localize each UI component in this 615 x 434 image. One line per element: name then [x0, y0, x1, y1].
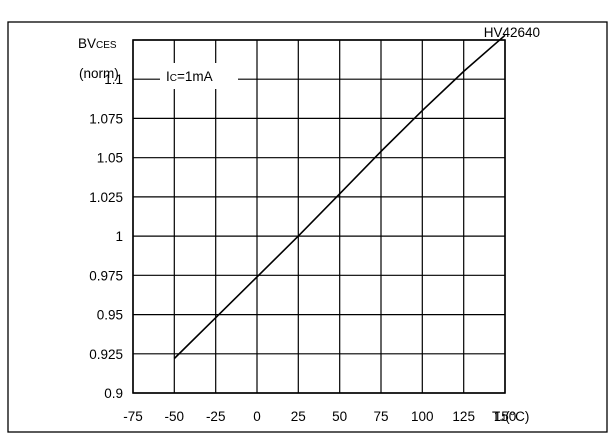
y-tick-label: 1.1	[104, 72, 123, 87]
x-tick-label: 150	[494, 409, 517, 424]
x-tick-label: 50	[332, 409, 347, 424]
series-line	[173, 34, 506, 360]
x-tick-label: 75	[373, 409, 388, 424]
y-axis-title-sub: CES	[96, 40, 117, 51]
y-tick-label: 1.05	[97, 151, 123, 166]
y-axis-title-unit: (norm)	[79, 66, 119, 81]
y-tick-label: 0.95	[97, 308, 123, 323]
y-axis-title-main: BV	[78, 36, 96, 51]
y-tick-label: 0.975	[89, 268, 123, 283]
y-axis-title: BVCES (norm)	[78, 36, 119, 81]
annotation-main: I	[166, 69, 170, 84]
x-tick-label: -50	[165, 409, 185, 424]
figure-code: HV42640	[484, 25, 540, 40]
y-tick-label: 1	[115, 229, 123, 244]
annotation-background	[160, 63, 238, 89]
svg-text:IC=1mA: IC=1mA	[166, 69, 213, 84]
y-tick-label: 1.025	[89, 190, 123, 205]
svg-text:BVCES: BVCES	[78, 36, 117, 51]
y-tick-label: 0.925	[89, 347, 123, 362]
annotation-sub: C	[170, 73, 177, 84]
y-tick-label: 0.9	[104, 386, 123, 401]
x-tick-labels: -75 -50 -25 0 25 50 75 100 125 150	[123, 409, 516, 424]
current-annotation: IC=1mA	[160, 63, 238, 89]
x-tick-label: -25	[206, 409, 226, 424]
y-tick-labels: 0.9 0.925 0.95 0.975 1 1.025 1.05 1.075 1.1	[89, 72, 123, 401]
chart-frame	[7, 21, 608, 433]
x-tick-label: 0	[253, 409, 261, 424]
x-tick-label: -75	[123, 409, 143, 424]
x-axis-title: TJ(°C)	[492, 409, 529, 424]
annotation-rest: =1mA	[177, 69, 213, 84]
gridlines	[132, 39, 506, 394]
y-tick-label: 1.075	[89, 111, 123, 126]
x-tick-label: 25	[291, 409, 306, 424]
x-tick-label: 100	[411, 409, 434, 424]
plot-axes	[132, 39, 506, 394]
plot-area-border	[132, 39, 506, 394]
x-tick-label: 125	[452, 409, 475, 424]
